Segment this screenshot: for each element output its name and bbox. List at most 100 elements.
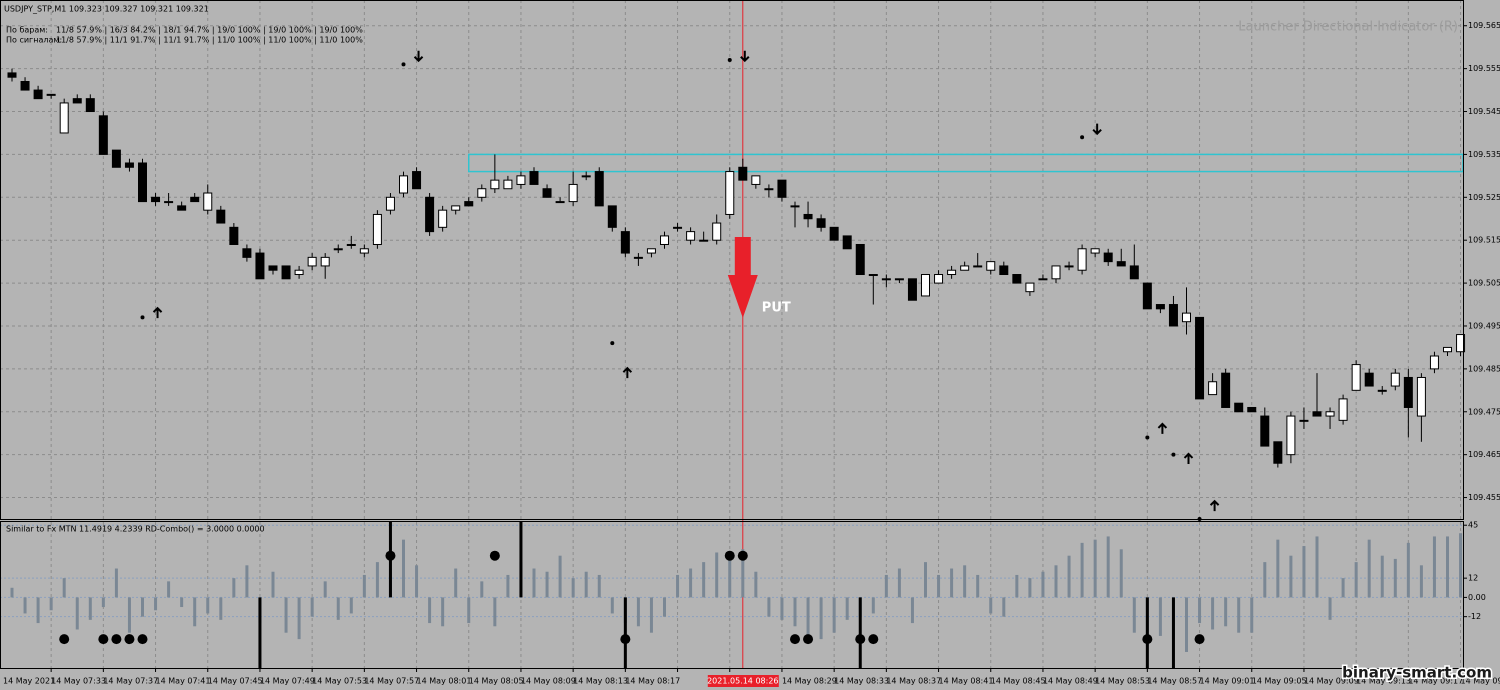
candle-body xyxy=(320,256,330,267)
candle-body xyxy=(346,243,356,246)
crosshair-label: 2021.05.14 08:26 xyxy=(707,677,778,686)
histogram-bar xyxy=(1289,555,1293,598)
histogram-bar xyxy=(206,597,210,614)
histogram-bar xyxy=(428,597,432,624)
histogram-bar xyxy=(1185,597,1188,652)
candle-body xyxy=(673,226,683,229)
y-tick-label: 109.475 xyxy=(1468,407,1500,416)
histogram-bar xyxy=(245,565,249,598)
histogram-bar xyxy=(689,568,693,598)
histogram-bar xyxy=(23,597,27,614)
histogram-bar xyxy=(937,574,941,598)
put-arrow xyxy=(727,237,758,318)
x-tick-label: 14 May 09:05 xyxy=(1252,677,1307,686)
candle-body xyxy=(229,226,239,245)
signal-arrow xyxy=(1209,499,1220,512)
candle-body xyxy=(1077,248,1087,271)
histogram-bar xyxy=(375,562,379,598)
x-tick-label: 14 May 07:33 xyxy=(51,677,106,686)
candle-body xyxy=(1377,389,1387,392)
x-tick-label: 14 May 08:41 xyxy=(939,677,994,686)
histogram-bar xyxy=(767,597,771,617)
histogram-bar xyxy=(976,574,980,598)
candle-body xyxy=(881,278,891,281)
signal-dot xyxy=(140,315,145,320)
histogram-bar xyxy=(114,568,118,598)
histogram-bar xyxy=(1406,542,1410,598)
candle-body xyxy=(1116,261,1126,267)
histogram-bar xyxy=(506,574,510,598)
x-tick-label: 14 May 07:53 xyxy=(312,677,367,686)
x-tick-label: 14 May 08:49 xyxy=(1043,677,1098,686)
histogram-bar xyxy=(715,552,719,598)
candle-body xyxy=(529,171,539,185)
indicator-dot xyxy=(1142,634,1153,645)
y-tick-label: 109.495 xyxy=(1468,321,1500,330)
site-watermark: binary-smart.com xyxy=(1342,664,1492,682)
y2-tick-label: 0.00 xyxy=(1468,593,1486,602)
candle-body xyxy=(907,278,917,301)
histogram-bar xyxy=(127,597,131,633)
signal-dot xyxy=(1171,452,1176,457)
candle-body xyxy=(947,269,957,276)
signal-dot xyxy=(1145,435,1150,440)
candle-body xyxy=(620,231,630,254)
main-frame xyxy=(0,0,1464,520)
histogram-bar xyxy=(101,597,105,608)
candle-body xyxy=(268,265,278,271)
candle-body xyxy=(516,175,526,185)
candle-body xyxy=(164,201,174,204)
candle-body xyxy=(138,162,147,203)
x-tick-label: 14 May 08:29 xyxy=(782,677,837,686)
indicator-dot xyxy=(855,634,866,645)
indicator-dot xyxy=(489,550,500,561)
histogram-bar xyxy=(924,562,927,598)
candle-body xyxy=(1403,376,1413,408)
histogram-bar xyxy=(36,597,40,624)
candle-body xyxy=(1038,278,1048,281)
indicator-dot xyxy=(124,634,135,645)
histogram-bar xyxy=(1080,542,1084,598)
histogram-bar xyxy=(702,562,706,598)
x-tick-label: 14 May 09:09 xyxy=(1304,677,1359,686)
candle-body xyxy=(255,252,265,280)
candle-body xyxy=(607,205,617,228)
histogram-bar xyxy=(1067,555,1071,598)
candle-body xyxy=(633,256,643,259)
candle-body xyxy=(1142,282,1152,310)
candle-body xyxy=(72,98,82,104)
candle-body xyxy=(1443,346,1452,353)
histogram-bar xyxy=(532,568,536,598)
histogram-bar xyxy=(454,568,458,598)
candle-body xyxy=(660,235,669,245)
candle-body xyxy=(20,80,30,91)
stats-text: 11/8 57.9% | 11/1 91.7% | 11/1 91.7% | 1… xyxy=(56,36,363,45)
histogram-bar xyxy=(989,597,993,614)
candle-body xyxy=(425,196,435,233)
indicator-dot xyxy=(868,634,879,645)
candle-body xyxy=(359,248,369,254)
x-tick-label: 14 May 07:45 xyxy=(208,677,263,686)
signal-dot xyxy=(401,62,406,67)
candle-body xyxy=(1247,406,1257,413)
histogram-bar xyxy=(1328,597,1332,620)
candle-body xyxy=(1168,304,1178,327)
histogram-bar xyxy=(219,597,223,620)
histogram-bar xyxy=(1224,597,1228,627)
candle-body xyxy=(216,209,226,224)
chart-title: USDJPY_STP,M1 109.323 109.327 109.321 10… xyxy=(4,5,209,14)
histogram-bar xyxy=(1380,555,1384,598)
histogram-bar xyxy=(819,597,823,640)
histogram-bar xyxy=(1432,536,1436,598)
histogram-bar xyxy=(232,578,236,598)
candle-body xyxy=(934,274,944,284)
candle-body xyxy=(151,196,161,203)
histogram-bar xyxy=(897,568,901,598)
candle-body xyxy=(307,256,317,267)
indicator-dot xyxy=(724,550,735,561)
histogram-bar xyxy=(310,597,314,617)
histogram-bar xyxy=(167,581,171,598)
histogram-bar xyxy=(1158,597,1162,636)
histogram-bar xyxy=(10,587,14,598)
candle-body xyxy=(686,231,696,241)
